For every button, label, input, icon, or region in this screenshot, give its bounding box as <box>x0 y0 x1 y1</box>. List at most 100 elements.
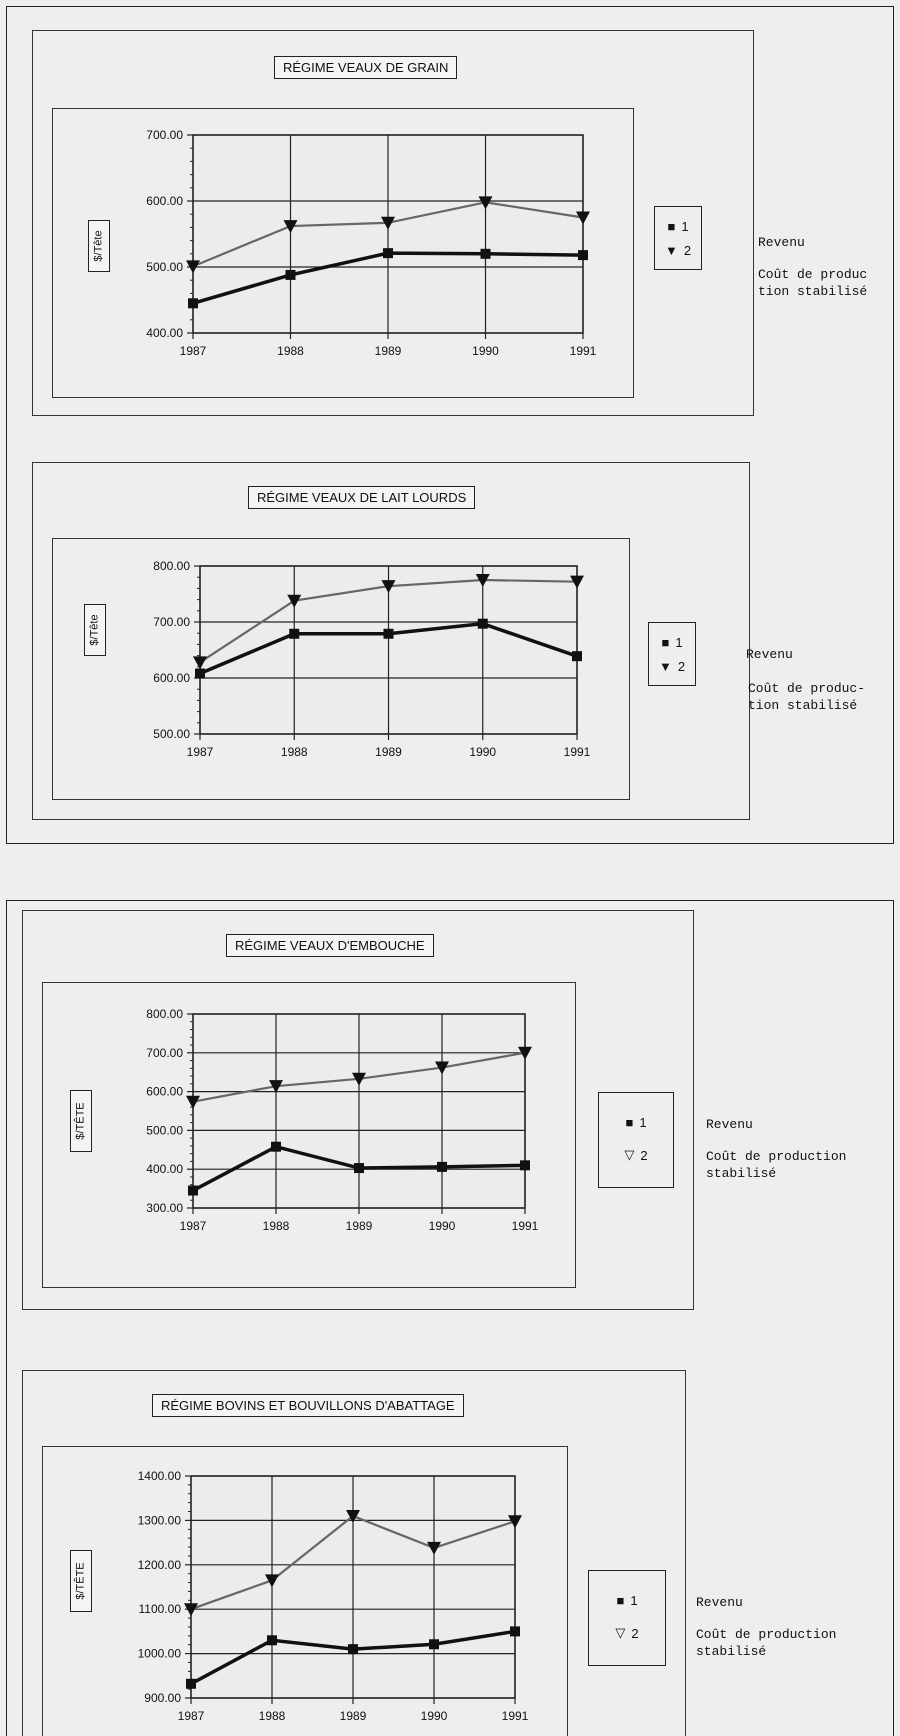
data-point-cout <box>184 1603 198 1617</box>
data-point-revenu <box>510 1626 520 1637</box>
data-point-revenu <box>188 298 198 309</box>
data-point-cout <box>518 1046 532 1060</box>
x-tick-label: 1989 <box>375 344 402 358</box>
y-tick-label: 500.00 <box>146 1123 183 1137</box>
y-axis-label: $/TÊTE <box>70 1550 92 1612</box>
data-point-cout <box>283 220 298 234</box>
data-point-cout <box>352 1072 366 1086</box>
y-tick-label: 1000.00 <box>138 1647 182 1661</box>
data-point-revenu <box>267 1635 277 1646</box>
y-tick-label: 500.00 <box>153 727 190 741</box>
data-point-revenu <box>354 1163 364 1174</box>
data-point-revenu <box>195 668 205 679</box>
legend-box: ■ 1 ▼ 2 <box>648 622 696 686</box>
x-tick-label: 1988 <box>263 1219 290 1233</box>
chart-title: RÉGIME VEAUX D'EMBOUCHE <box>226 934 434 957</box>
y-tick-label: 900.00 <box>144 1691 181 1705</box>
y-tick-label: 600.00 <box>153 671 190 685</box>
plot-area-box <box>42 982 576 1288</box>
legend-entry-2: ▼ 2 <box>664 243 692 258</box>
x-tick-label: 1988 <box>277 344 304 358</box>
plot-area-box <box>52 538 630 800</box>
data-point-revenu <box>520 1160 530 1171</box>
legend-desc-cout: Coût de produc- tion stabilisé <box>748 681 866 713</box>
chart-panel-bovins-abattage <box>22 1370 686 1736</box>
data-point-cout <box>570 575 584 589</box>
legend-desc-revenu: Revenu <box>706 1117 753 1132</box>
y-axis-label: $/TÊTE <box>70 1090 92 1152</box>
legend-desc-cout: Coût de production stabilisé <box>706 1149 847 1181</box>
x-tick-label: 1991 <box>502 1709 529 1723</box>
x-tick-label: 1988 <box>281 745 308 759</box>
y-axis-label: $/Tête <box>84 604 106 656</box>
y-tick-label: 700.00 <box>146 128 183 142</box>
data-point-revenu <box>289 628 300 639</box>
data-point-revenu <box>383 628 394 639</box>
data-point-cout <box>186 1095 200 1109</box>
data-point-cout <box>435 1061 449 1075</box>
data-point-cout <box>508 1515 522 1529</box>
legend-box: ■ 1 ▼ 2 <box>654 206 702 270</box>
legend-box: ■ 1 ▽ 2 <box>588 1570 666 1666</box>
triangle-marker-icon: ▼ <box>658 659 672 674</box>
legend-entry-2: ▽ 2 <box>624 1147 648 1163</box>
y-tick-label: 1100.00 <box>139 1602 182 1616</box>
legend-entry-2: ▽ 2 <box>615 1625 639 1641</box>
legend-entry-1: ■ 1 <box>667 219 689 234</box>
legend-desc-cout: Coût de production stabilisé <box>696 1627 837 1659</box>
data-point-cout <box>265 1574 279 1588</box>
legend-desc-revenu: Revenu <box>696 1595 743 1610</box>
chart-panel-veaux-embouche <box>22 910 694 1310</box>
y-axis-label: $/Tête <box>88 220 110 272</box>
data-point-revenu <box>285 269 296 280</box>
x-tick-label: 1987 <box>180 344 207 358</box>
legend-desc-revenu: Revenu <box>758 235 805 250</box>
y-tick-label: 700.00 <box>146 1046 183 1060</box>
triangle-marker-icon: ▼ <box>664 243 678 258</box>
data-point-revenu <box>429 1639 439 1650</box>
x-tick-label: 1991 <box>570 344 597 358</box>
top-page-frame <box>6 6 894 844</box>
x-tick-label: 1991 <box>564 745 591 759</box>
y-tick-label: 500.00 <box>146 260 183 274</box>
data-point-cout <box>381 216 395 230</box>
chart-panel-veaux-grain <box>32 30 754 416</box>
legend-desc-revenu: Revenu <box>746 647 793 662</box>
y-tick-label: 300.00 <box>146 1201 183 1215</box>
data-point-cout <box>186 260 200 274</box>
chart-panel-veaux-lait <box>32 462 750 820</box>
y-tick-label: 400.00 <box>146 1162 183 1176</box>
data-point-cout <box>381 580 396 594</box>
x-tick-label: 1990 <box>429 1219 456 1233</box>
y-tick-label: 1400.00 <box>138 1469 182 1483</box>
chart-title: RÉGIME BOVINS ET BOUVILLONS D'ABATTAGE <box>152 1394 464 1417</box>
bottom-page-frame <box>6 900 894 1736</box>
square-marker-icon: ■ <box>625 1115 634 1130</box>
chart-title: RÉGIME VEAUX DE LAIT LOURDS <box>248 486 476 509</box>
x-tick-label: 1988 <box>259 1709 286 1723</box>
data-point-revenu <box>186 1678 196 1689</box>
data-point-revenu <box>572 651 582 662</box>
square-marker-icon: ■ <box>616 1593 625 1608</box>
legend-entry-1: ■ 1 <box>625 1115 647 1130</box>
legend-box: ■ 1 ▽ 2 <box>598 1092 674 1188</box>
data-point-revenu <box>477 618 488 629</box>
x-tick-label: 1991 <box>512 1219 539 1233</box>
y-tick-label: 600.00 <box>146 194 183 208</box>
x-tick-label: 1990 <box>472 344 499 358</box>
square-marker-icon: ■ <box>661 635 670 650</box>
data-point-revenu <box>348 1644 358 1655</box>
y-tick-label: 1300.00 <box>138 1513 182 1527</box>
data-point-revenu <box>188 1185 198 1196</box>
data-point-cout <box>287 594 302 608</box>
x-tick-label: 1990 <box>469 745 496 759</box>
triangle-marker-icon: ▽ <box>615 1625 626 1640</box>
x-tick-label: 1989 <box>340 1709 367 1723</box>
data-point-cout <box>475 574 490 587</box>
y-tick-label: 800.00 <box>153 559 190 573</box>
y-tick-label: 1200.00 <box>138 1558 182 1572</box>
x-tick-label: 1989 <box>375 745 402 759</box>
data-point-cout <box>576 211 590 225</box>
y-tick-label: 400.00 <box>146 326 183 340</box>
